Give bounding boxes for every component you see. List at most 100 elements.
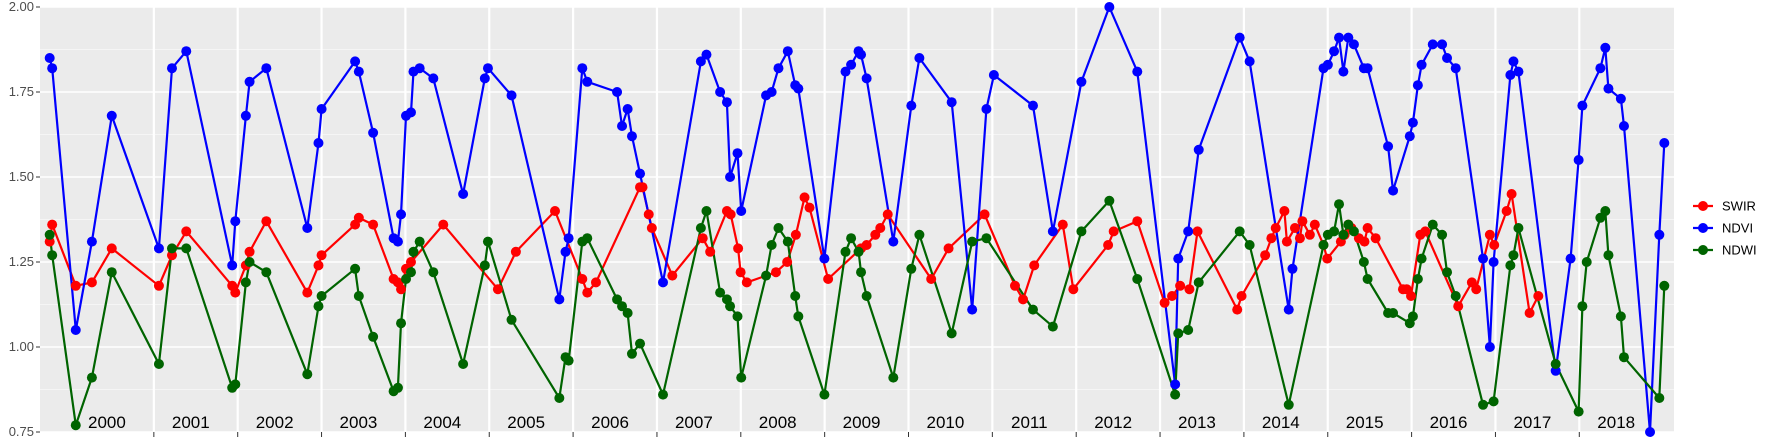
data-point-ndvi xyxy=(1193,144,1204,155)
data-point-ndwi xyxy=(1488,396,1499,407)
data-point-ndwi xyxy=(1104,195,1115,206)
data-point-ndvi xyxy=(1488,257,1499,267)
data-point-ndwi xyxy=(392,382,403,393)
data-point-swir xyxy=(1489,240,1500,250)
data-point-ndwi xyxy=(428,267,439,278)
data-point-ndvi xyxy=(1404,131,1415,142)
data-point-swir xyxy=(926,274,937,284)
data-point-swir xyxy=(1132,216,1143,227)
data-point-swir xyxy=(316,250,327,261)
data-point-ndvi xyxy=(47,63,58,74)
data-point-ndwi xyxy=(626,348,637,359)
data-point-ndvi xyxy=(1659,138,1670,148)
data-point-ndvi xyxy=(1577,100,1588,111)
year-label: 2014 xyxy=(1262,413,1300,432)
data-point-ndvi xyxy=(695,56,706,67)
data-point-swir xyxy=(70,280,81,291)
data-point-swir xyxy=(230,287,241,298)
data-point-ndvi xyxy=(368,127,379,138)
data-point-swir xyxy=(1281,236,1292,247)
data-point-ndwi xyxy=(153,359,164,369)
data-point-ndwi xyxy=(658,389,669,400)
data-point-swir xyxy=(861,240,872,250)
data-point-ndwi xyxy=(861,291,872,301)
legend-label-swir: SWIR xyxy=(1722,199,1756,214)
data-point-swir xyxy=(733,243,744,254)
data-point-ndvi xyxy=(1104,2,1115,12)
data-point-swir xyxy=(1406,291,1417,301)
data-point-ndvi xyxy=(1618,121,1629,131)
data-point-ndvi xyxy=(244,76,255,87)
data-point-ndwi xyxy=(1047,321,1058,332)
data-point-swir xyxy=(438,219,449,230)
data-point-ndvi xyxy=(86,236,97,247)
data-point-swir xyxy=(1159,297,1170,308)
data-point-ndvi xyxy=(946,97,957,108)
data-point-swir xyxy=(368,219,379,230)
data-point-ndvi xyxy=(1615,93,1626,104)
data-point-ndwi xyxy=(695,223,706,233)
data-point-ndvi xyxy=(1183,226,1194,237)
data-point-ndvi xyxy=(840,66,851,77)
data-point-swir xyxy=(313,260,324,271)
data-point-ndwi xyxy=(1234,226,1245,237)
data-point-swir xyxy=(86,277,97,288)
year-label: 2003 xyxy=(340,413,378,432)
data-point-ndvi xyxy=(1573,155,1584,165)
series-points xyxy=(44,2,1670,437)
data-point-swir xyxy=(1294,233,1305,244)
data-point-swir xyxy=(1359,236,1370,247)
data-point-ndvi xyxy=(350,56,361,67)
data-point-ndvi xyxy=(1132,66,1143,77)
data-point-swir xyxy=(405,257,416,267)
data-point-swir xyxy=(577,274,588,284)
data-point-ndvi xyxy=(782,46,793,57)
data-point-ndwi xyxy=(458,359,469,369)
data-point-ndwi xyxy=(1358,257,1369,267)
year-label: 2016 xyxy=(1430,413,1468,432)
data-point-swir xyxy=(153,280,164,291)
data-point-ndvi xyxy=(1603,83,1614,94)
year-label: 2009 xyxy=(843,413,881,432)
data-point-swir xyxy=(799,192,810,203)
data-point-swir xyxy=(1260,250,1271,261)
data-point-ndwi xyxy=(1283,399,1294,410)
data-point-swir xyxy=(943,243,954,254)
data-point-ndvi xyxy=(1595,63,1606,74)
data-point-ndwi xyxy=(1027,304,1038,315)
data-point-ndwi xyxy=(622,308,633,318)
data-point-ndvi xyxy=(302,223,313,233)
data-point-swir xyxy=(782,257,793,267)
year-label: 2006 xyxy=(591,413,629,432)
data-point-ndvi xyxy=(622,104,633,114)
data-point-ndvi xyxy=(1442,53,1453,63)
data-point-swir xyxy=(1175,280,1186,291)
data-point-swir xyxy=(510,246,521,257)
data-point-ndvi xyxy=(861,73,872,84)
data-point-ndvi xyxy=(773,63,784,74)
data-point-ndwi xyxy=(47,250,58,261)
data-point-ndwi xyxy=(1193,277,1204,288)
data-point-ndwi xyxy=(725,301,736,312)
data-point-ndwi xyxy=(479,260,490,271)
data-point-ndvi xyxy=(736,206,747,216)
data-point-ndwi xyxy=(790,291,801,301)
data-point-swir xyxy=(1232,304,1243,315)
data-point-ndwi xyxy=(181,243,192,254)
data-point-ndwi xyxy=(316,291,327,301)
data-point-ndvi xyxy=(70,325,81,335)
data-point-swir xyxy=(1068,284,1079,295)
data-point-swir xyxy=(1108,226,1119,237)
data-point-ndvi xyxy=(1645,427,1656,437)
data-point-swir xyxy=(396,284,407,295)
data-point-ndvi xyxy=(1388,185,1399,196)
data-point-swir xyxy=(1192,226,1203,237)
data-point-ndwi xyxy=(506,314,517,325)
data-point-ndwi xyxy=(1654,393,1665,403)
legend-key-ndwi xyxy=(1698,245,1708,255)
data-point-ndvi xyxy=(506,90,517,101)
y-tick-label: 0.75 xyxy=(9,424,34,439)
year-label: 2002 xyxy=(256,413,294,432)
data-point-ndvi xyxy=(353,66,364,77)
data-point-ndvi xyxy=(1654,229,1665,240)
